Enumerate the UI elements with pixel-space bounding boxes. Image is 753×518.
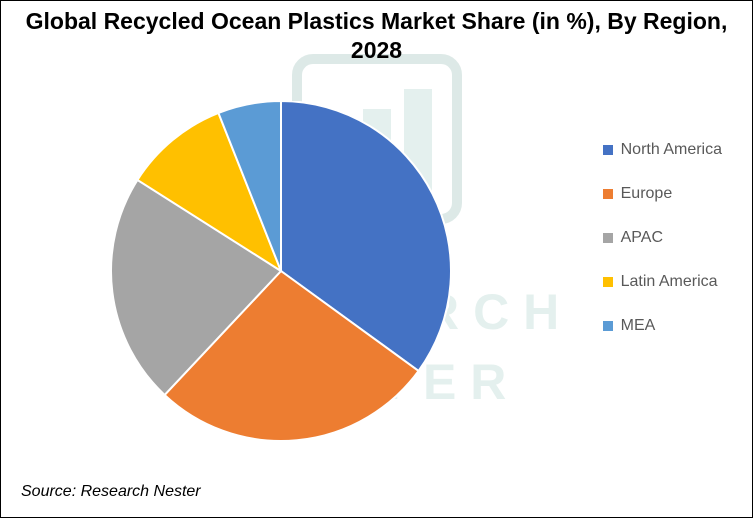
pie-svg (111, 101, 451, 441)
legend-label: Latin America (621, 273, 718, 291)
legend-swatch (603, 321, 613, 331)
legend-swatch (603, 189, 613, 199)
legend-item: Europe (603, 185, 722, 203)
legend-label: Europe (621, 185, 673, 203)
legend-label: APAC (621, 229, 663, 247)
chart-title: Global Recycled Ocean Plastics Market Sh… (1, 7, 752, 65)
legend-swatch (603, 145, 613, 155)
legend-item: North America (603, 141, 722, 159)
legend-item: Latin America (603, 273, 722, 291)
pie-chart (111, 101, 451, 441)
chart-container: RESEARCH NESTER Global Recycled Ocean Pl… (0, 0, 753, 518)
legend-swatch (603, 277, 613, 287)
legend-label: MEA (621, 317, 656, 335)
legend-item: APAC (603, 229, 722, 247)
legend-swatch (603, 233, 613, 243)
source-attribution: Source: Research Nester (21, 483, 201, 501)
legend-item: MEA (603, 317, 722, 335)
chart-legend: North America Europe APAC Latin America MEA (603, 141, 722, 335)
legend-label: North America (621, 141, 722, 159)
